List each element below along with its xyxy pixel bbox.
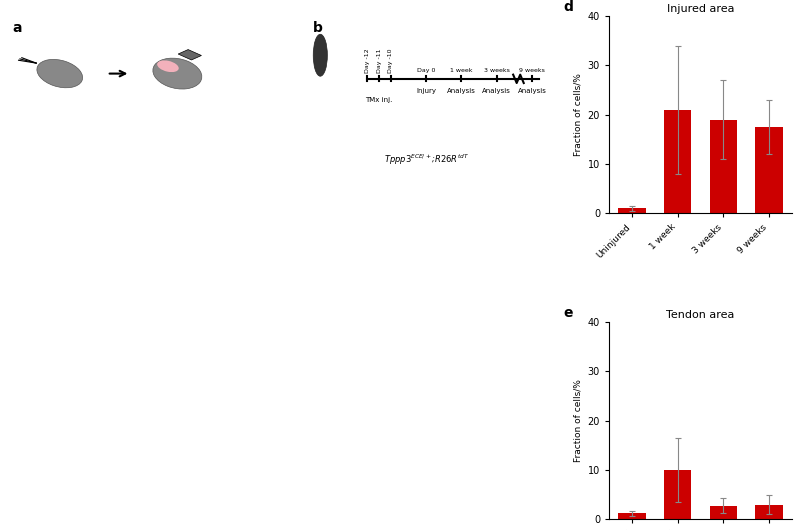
Title: Tendon area: Tendon area bbox=[666, 310, 734, 320]
Y-axis label: Fraction of cells/%: Fraction of cells/% bbox=[573, 379, 582, 462]
Text: Day 0: Day 0 bbox=[417, 67, 435, 73]
Text: b: b bbox=[314, 21, 323, 35]
Bar bbox=[618, 514, 646, 519]
Text: c: c bbox=[14, 214, 22, 228]
Bar bbox=[664, 470, 691, 519]
Ellipse shape bbox=[157, 60, 178, 72]
Text: Analysis: Analysis bbox=[518, 89, 546, 94]
Text: 9 weeks: 9 weeks bbox=[519, 67, 545, 73]
Y-axis label: Fraction of cells/%: Fraction of cells/% bbox=[573, 73, 582, 156]
Ellipse shape bbox=[314, 34, 327, 76]
Text: Injury: Injury bbox=[416, 89, 436, 94]
Bar bbox=[664, 110, 691, 214]
Text: TMx inj.: TMx inj. bbox=[366, 97, 393, 103]
Ellipse shape bbox=[37, 59, 82, 88]
Bar bbox=[755, 505, 783, 519]
Text: $Tppp3^{ECE/+}$;$R26R^{tdT}$: $Tppp3^{ECE/+}$;$R26R^{tdT}$ bbox=[383, 152, 469, 166]
Bar bbox=[710, 120, 737, 214]
Text: e: e bbox=[563, 306, 573, 320]
Bar bbox=[710, 506, 737, 519]
Text: Day -10: Day -10 bbox=[388, 48, 394, 73]
Bar bbox=[618, 208, 646, 214]
Text: 1 week: 1 week bbox=[450, 67, 473, 73]
Text: 3 weeks: 3 weeks bbox=[484, 67, 510, 73]
Ellipse shape bbox=[153, 58, 202, 89]
Text: Day -12: Day -12 bbox=[365, 48, 370, 73]
Text: Day -11: Day -11 bbox=[377, 48, 382, 73]
Text: a: a bbox=[13, 21, 22, 35]
Text: Analysis: Analysis bbox=[482, 89, 511, 94]
Bar bbox=[755, 127, 783, 214]
Title: Injured area: Injured area bbox=[666, 4, 734, 14]
Text: Analysis: Analysis bbox=[447, 89, 476, 94]
Text: d: d bbox=[563, 0, 574, 14]
Bar bbox=[178, 50, 202, 60]
